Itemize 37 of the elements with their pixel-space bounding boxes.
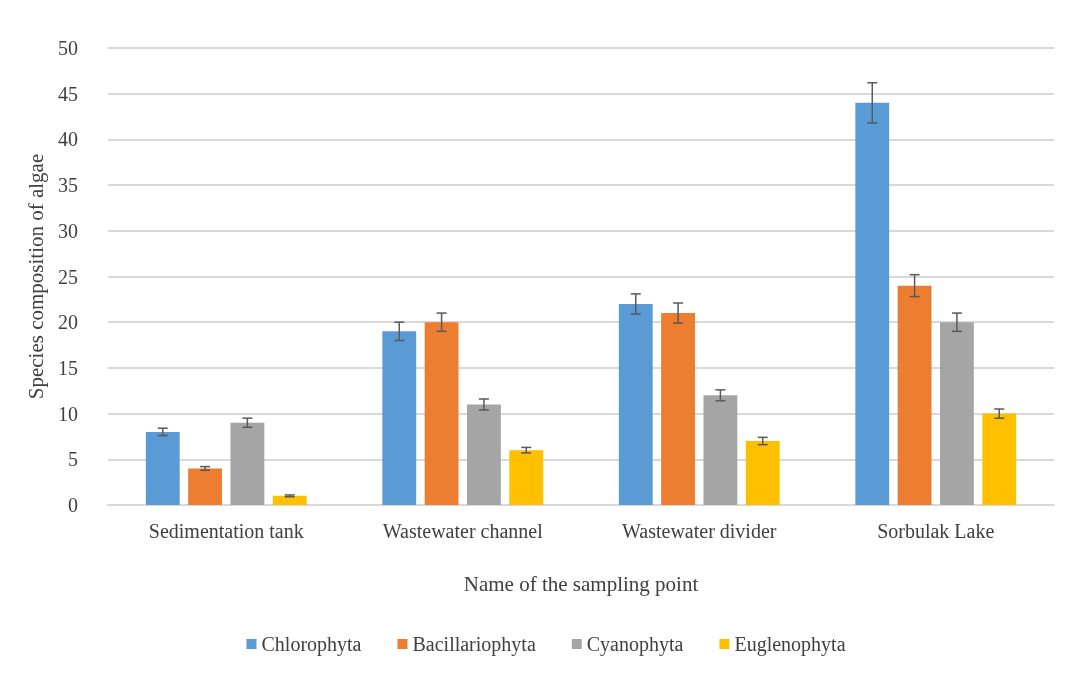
bar [982, 413, 1017, 505]
bar [897, 285, 932, 505]
y-tick-label: 50 [58, 37, 78, 59]
bar [855, 102, 890, 505]
legend-label: Bacillariophyta [412, 633, 536, 656]
y-tick-label: 35 [58, 174, 78, 197]
x-tick-label: Wastewater divider [622, 520, 777, 542]
bar [703, 395, 738, 505]
bar [272, 495, 307, 505]
bar [145, 431, 180, 505]
y-tick-label: 40 [58, 128, 78, 151]
legend-label: Cyanophyta [586, 633, 684, 656]
y-tick-label: 45 [58, 82, 78, 105]
bar [382, 331, 417, 505]
x-tick-label: Sorbulak Lake [877, 520, 995, 542]
x-axis-title: Name of the sampling point [463, 571, 699, 596]
bar [466, 404, 501, 505]
y-axis-title: Species composition of algae [23, 153, 48, 400]
legend-label: Chlorophyta [261, 633, 362, 656]
x-tick-label: Sedimentation tank [148, 520, 304, 542]
y-tick-label: 25 [58, 265, 78, 288]
bar [188, 468, 223, 505]
bar [745, 441, 780, 505]
y-tick-label: 15 [58, 356, 78, 379]
bar [618, 303, 653, 505]
y-tick-label: 0 [68, 494, 78, 516]
bar [509, 450, 544, 505]
legend-label: Euglenophyta [734, 633, 846, 656]
x-tick-label: Wastewater channel [382, 520, 544, 542]
bar [939, 322, 974, 505]
bar [424, 322, 459, 505]
y-tick-label: 10 [58, 402, 78, 425]
bar [661, 313, 696, 505]
y-tick-label: 30 [58, 219, 78, 242]
y-tick-label: 5 [68, 448, 78, 471]
bar [230, 422, 265, 505]
y-tick-label: 20 [58, 311, 78, 334]
